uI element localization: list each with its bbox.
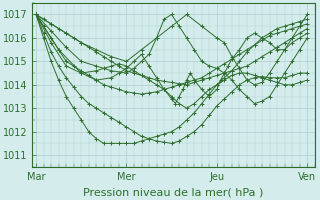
X-axis label: Pression niveau de la mer( hPa ): Pression niveau de la mer( hPa ) — [83, 187, 264, 197]
